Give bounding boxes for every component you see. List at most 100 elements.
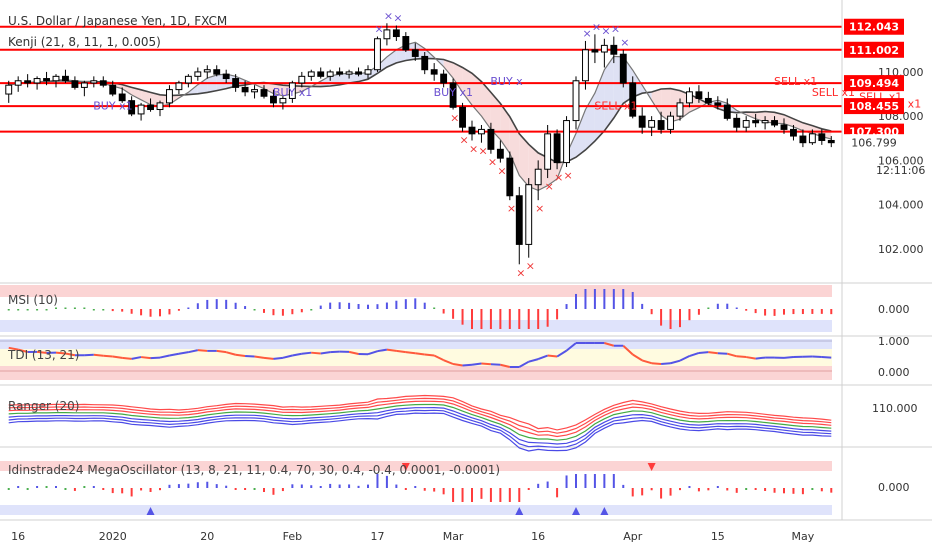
candle[interactable]: [534, 168, 542, 186]
candle[interactable]: [506, 157, 514, 197]
candle[interactable]: [147, 104, 154, 111]
candle[interactable]: [33, 78, 41, 84]
level-price-tag[interactable]: [844, 75, 904, 92]
candle[interactable]: [203, 69, 211, 73]
candle[interactable]: [270, 95, 277, 104]
candle[interactable]: [128, 100, 136, 115]
candle[interactable]: [582, 49, 589, 82]
candle[interactable]: [175, 82, 183, 91]
candle[interactable]: [326, 71, 334, 77]
candle[interactable]: [288, 82, 296, 99]
candle[interactable]: [667, 115, 674, 130]
candle[interactable]: [383, 29, 391, 40]
candle[interactable]: [657, 120, 665, 130]
ranger-pane[interactable]: [8, 394, 832, 452]
candle[interactable]: [137, 104, 145, 115]
candle[interactable]: [478, 128, 485, 135]
candle[interactable]: [780, 124, 788, 130]
candle[interactable]: [790, 128, 797, 137]
candle[interactable]: [298, 75, 306, 84]
candle[interactable]: [686, 91, 693, 104]
candle[interactable]: [317, 71, 325, 77]
candle[interactable]: [166, 89, 173, 104]
candle[interactable]: [374, 38, 381, 71]
candle[interactable]: [213, 69, 221, 75]
candle[interactable]: [827, 139, 835, 144]
candle[interactable]: [544, 133, 552, 170]
candle[interactable]: [364, 69, 372, 75]
candle[interactable]: [648, 120, 656, 128]
candle[interactable]: [591, 49, 599, 53]
candle[interactable]: [345, 71, 353, 75]
candle[interactable]: [118, 93, 126, 102]
candle[interactable]: [279, 97, 287, 104]
candle[interactable]: [714, 102, 722, 106]
candle[interactable]: [818, 133, 826, 141]
candle[interactable]: [109, 84, 117, 95]
candle[interactable]: [449, 82, 457, 108]
candle[interactable]: [525, 184, 533, 245]
candle[interactable]: [184, 75, 192, 84]
candle[interactable]: [761, 120, 769, 124]
candle[interactable]: [610, 44, 618, 55]
candle[interactable]: [80, 82, 88, 88]
candle[interactable]: [440, 73, 448, 84]
msi-pane[interactable]: [0, 285, 833, 332]
candle[interactable]: [336, 71, 344, 75]
candle[interactable]: [676, 102, 684, 117]
candle[interactable]: [629, 82, 637, 117]
candle[interactable]: [24, 80, 32, 84]
candle[interactable]: [194, 71, 202, 77]
candle[interactable]: [392, 29, 400, 38]
candle[interactable]: [695, 91, 703, 99]
candle[interactable]: [619, 53, 627, 84]
candle[interactable]: [421, 55, 429, 71]
level-price-tag[interactable]: [844, 41, 904, 58]
candle[interactable]: [222, 73, 230, 80]
candle[interactable]: [411, 49, 419, 57]
candle[interactable]: [487, 128, 495, 150]
candle[interactable]: [638, 115, 646, 128]
candle[interactable]: [99, 80, 107, 86]
candle[interactable]: [156, 102, 164, 111]
tdi-pane[interactable]: [0, 339, 832, 380]
candle[interactable]: [496, 148, 504, 159]
candle[interactable]: [52, 75, 60, 82]
candle[interactable]: [71, 80, 79, 88]
last-price-tag[interactable]: [843, 134, 905, 152]
candle[interactable]: [14, 80, 22, 86]
candle[interactable]: [723, 104, 731, 119]
candle[interactable]: [553, 133, 561, 164]
candle[interactable]: [459, 106, 466, 128]
candle[interactable]: [468, 126, 476, 135]
level-price-tag[interactable]: [844, 18, 904, 35]
candle[interactable]: [704, 97, 712, 104]
candle[interactable]: [808, 133, 816, 144]
candle[interactable]: [402, 36, 410, 51]
candle[interactable]: [43, 78, 50, 82]
candle[interactable]: [430, 69, 438, 75]
candle[interactable]: [90, 80, 98, 84]
price-axis[interactable]: 102.000104.000106.000108.000110.000112.0…: [841, 0, 924, 520]
candle[interactable]: [62, 75, 69, 82]
candle[interactable]: [307, 71, 315, 77]
candle[interactable]: [563, 120, 570, 164]
candle[interactable]: [742, 120, 750, 128]
candle[interactable]: [752, 120, 760, 124]
candle[interactable]: [355, 71, 362, 75]
candle[interactable]: [232, 78, 240, 88]
candle[interactable]: [251, 89, 258, 93]
level-price-tag[interactable]: [844, 98, 904, 115]
candle[interactable]: [572, 80, 580, 122]
candle[interactable]: [515, 195, 523, 245]
mega-oscillator-pane[interactable]: [0, 461, 833, 515]
candle[interactable]: [241, 86, 249, 93]
candle[interactable]: [260, 89, 268, 97]
candle[interactable]: [5, 84, 13, 95]
candle[interactable]: [600, 44, 608, 53]
candle[interactable]: [771, 120, 778, 126]
candle[interactable]: [733, 117, 741, 128]
candle[interactable]: [799, 135, 807, 144]
